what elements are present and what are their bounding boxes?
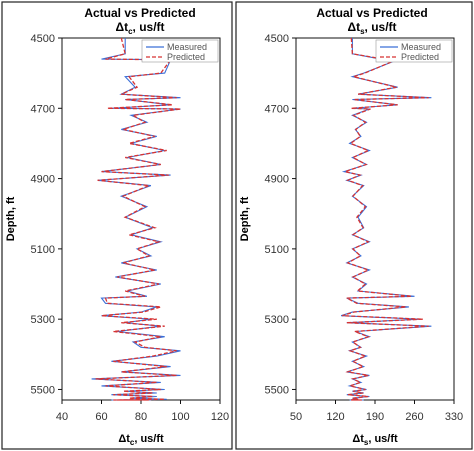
x-tick-label: 190 <box>366 411 384 423</box>
chart-subtitle: Δtc, us/ft <box>115 20 164 36</box>
left-panel-border <box>1 1 233 450</box>
x-tick-label: 100 <box>171 411 189 423</box>
x-tick-label: 60 <box>95 411 107 423</box>
chart-title: Actual vs Predicted <box>316 6 427 20</box>
chart-subtitle: Δts, us/ft <box>347 20 396 36</box>
y-tick-label: 5100 <box>265 244 289 256</box>
y-tick-label: 4500 <box>31 33 55 45</box>
y-tick-label: 5100 <box>31 244 55 256</box>
x-tick-label: 50 <box>290 411 302 423</box>
x-tick-label: 260 <box>405 411 423 423</box>
x-tick-label: 120 <box>326 411 344 423</box>
y-tick-label: 4900 <box>265 174 289 186</box>
plot-area <box>295 37 455 401</box>
x-tick-label: 120 <box>211 411 229 423</box>
legend-label-predicted: Predicted <box>167 52 205 62</box>
x-tick-label: 330 <box>445 411 463 423</box>
right-panel-border <box>235 1 473 450</box>
series-line-measured <box>91 38 181 401</box>
legend-label-predicted: Predicted <box>401 52 439 62</box>
y-tick-label: 5300 <box>265 314 289 326</box>
x-axis-label: Δtc, us/ft <box>118 433 164 447</box>
legend-label-measured: Measured <box>401 42 441 52</box>
legend-label-measured: Measured <box>167 42 207 52</box>
y-tick-label: 4700 <box>265 103 289 115</box>
y-tick-label: 5500 <box>31 384 55 396</box>
y-tick-label: 4700 <box>31 103 55 115</box>
y-tick-label: 4500 <box>265 33 289 45</box>
y-axis-label: Depth, ft <box>239 196 251 241</box>
y-tick-label: 5300 <box>31 314 55 326</box>
y-tick-label: 5500 <box>265 384 289 396</box>
series-line-predicted <box>95 37 181 401</box>
chart-title: Actual vs Predicted <box>84 6 195 20</box>
y-tick-label: 4900 <box>31 174 55 186</box>
x-axis-label: Δts, us/ft <box>352 433 398 447</box>
x-tick-label: 80 <box>135 411 147 423</box>
series-line-predicted <box>342 37 429 401</box>
y-axis-label: Depth, ft <box>5 196 17 241</box>
x-tick-label: 40 <box>56 411 68 423</box>
